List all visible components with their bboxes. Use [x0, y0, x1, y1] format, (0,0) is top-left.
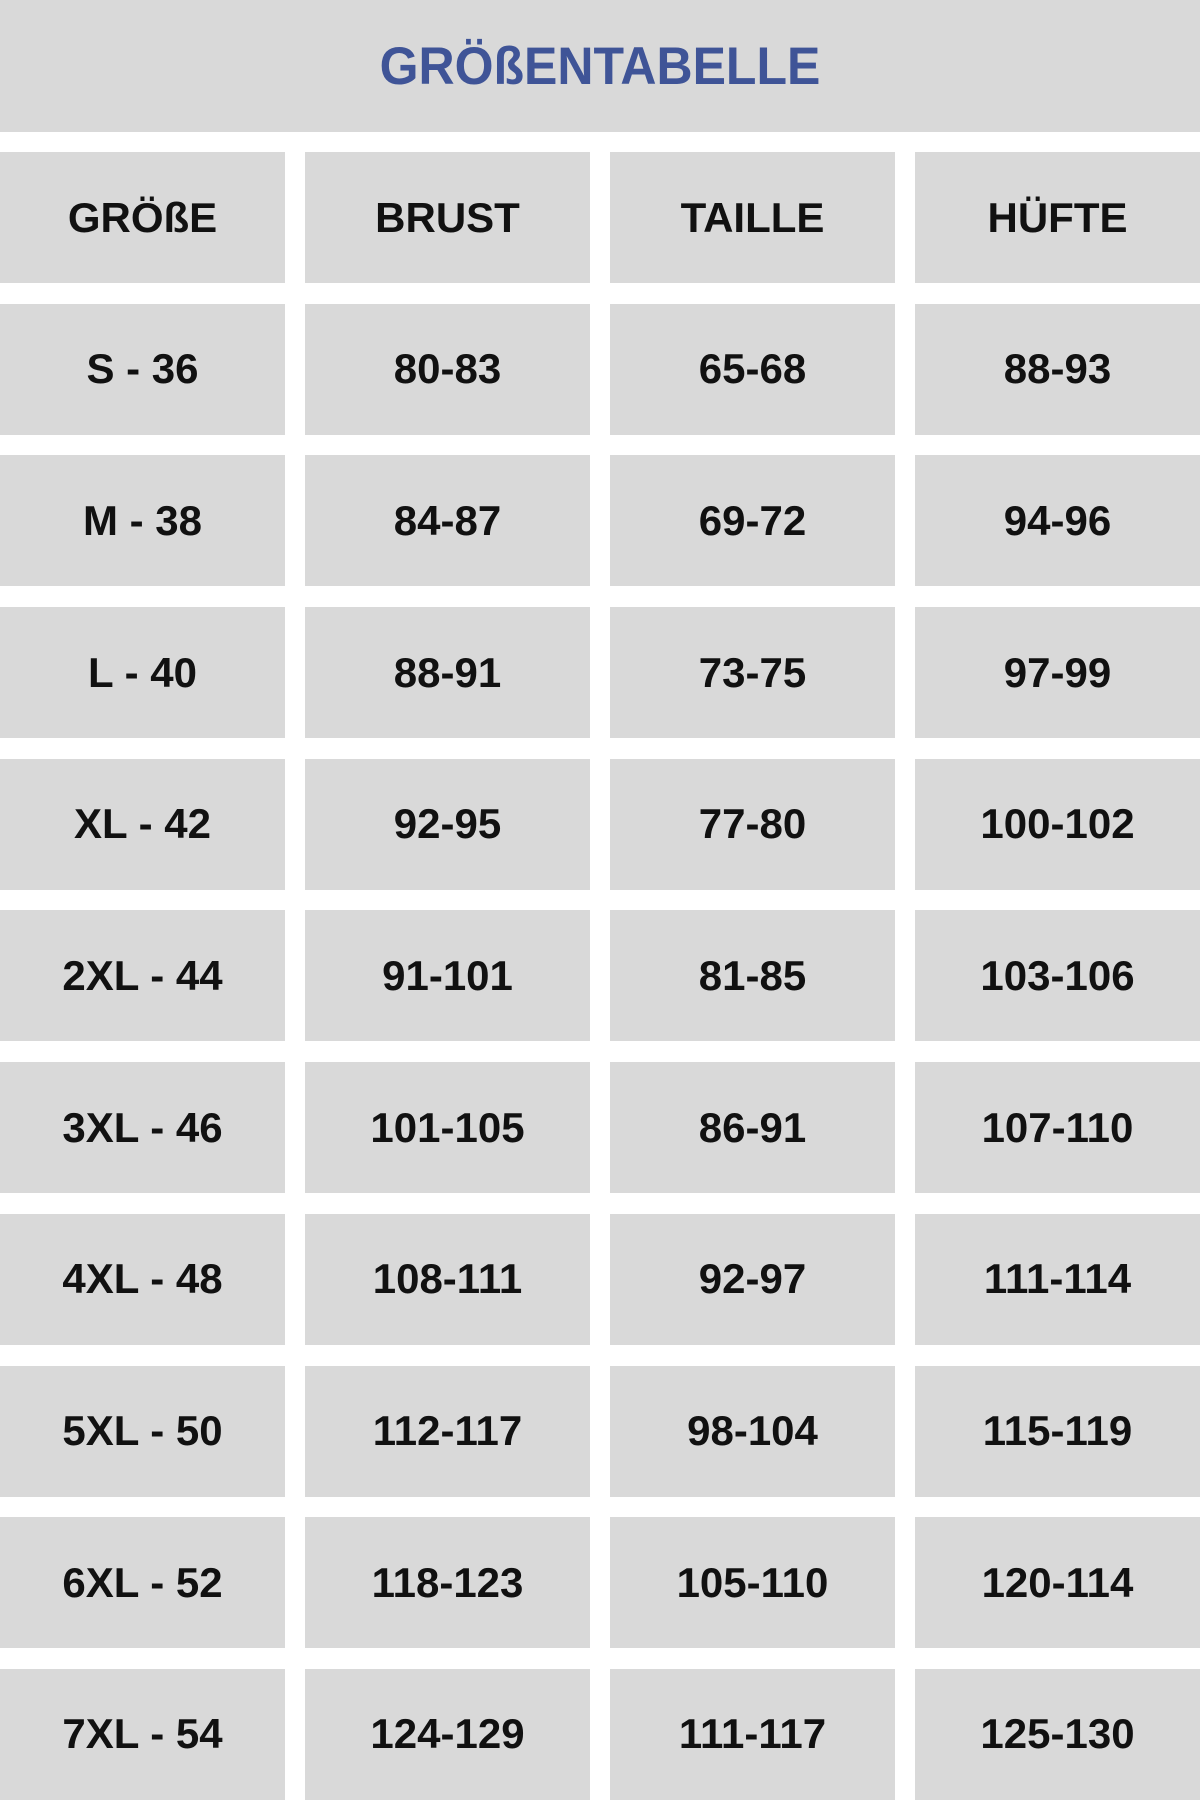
table-cell-chest: 88-91 [305, 607, 590, 739]
page-title: GRÖßENTABELLE [379, 36, 821, 96]
table-cell-chest: 80-83 [305, 303, 590, 435]
table-cell-chest: 124-129 [305, 1668, 590, 1800]
table-cell-waist: 65-68 [610, 303, 895, 435]
header-cell-waist: TAILLE [610, 152, 895, 283]
table-cell-size: 2XL - 44 [0, 910, 285, 1042]
table-cell-size: 5XL - 50 [0, 1365, 285, 1497]
table-cell-hip: 94-96 [915, 455, 1200, 587]
table-cell-chest: 84-87 [305, 455, 590, 587]
table-cell-hip: 88-93 [915, 303, 1200, 435]
table-cell-waist: 86-91 [610, 1062, 895, 1194]
table-cell-waist: 105-110 [610, 1517, 895, 1649]
title-banner: GRÖßENTABELLE [0, 0, 1200, 132]
table-cell-waist: 73-75 [610, 607, 895, 739]
table-cell-size: 6XL - 52 [0, 1517, 285, 1649]
table-cell-waist: 81-85 [610, 910, 895, 1042]
table-cell-hip: 103-106 [915, 910, 1200, 1042]
table-cell-waist: 98-104 [610, 1365, 895, 1497]
table-cell-size: 3XL - 46 [0, 1062, 285, 1194]
table-cell-chest: 91-101 [305, 910, 590, 1042]
table-cell-size: XL - 42 [0, 758, 285, 890]
table-cell-chest: 118-123 [305, 1517, 590, 1649]
size-table: GRÖßE BRUST TAILLE HÜFTE S - 36 80-83 65-68 88-… [0, 152, 1200, 1800]
table-cell-size: L - 40 [0, 607, 285, 739]
table-cell-chest: 92-95 [305, 758, 590, 890]
header-cell-chest: BRUST [305, 152, 590, 283]
table-cell-size: M - 38 [0, 455, 285, 587]
table-cell-chest: 112-117 [305, 1365, 590, 1497]
table-cell-chest: 101-105 [305, 1062, 590, 1194]
table-cell-hip: 100-102 [915, 758, 1200, 890]
table-cell-hip: 107-110 [915, 1062, 1200, 1194]
table-cell-size: 7XL - 54 [0, 1668, 285, 1800]
table-cell-hip: 111-114 [915, 1213, 1200, 1345]
table-cell-hip: 120-114 [915, 1517, 1200, 1649]
table-cell-waist: 77-80 [610, 758, 895, 890]
header-cell-size: GRÖßE [0, 152, 285, 283]
table-cell-waist: 92-97 [610, 1213, 895, 1345]
table-cell-size: S - 36 [0, 303, 285, 435]
table-cell-size: 4XL - 48 [0, 1213, 285, 1345]
table-cell-hip: 115-119 [915, 1365, 1200, 1497]
table-cell-chest: 108-111 [305, 1213, 590, 1345]
header-cell-hip: HÜFTE [915, 152, 1200, 283]
table-cell-waist: 111-117 [610, 1668, 895, 1800]
table-cell-hip: 97-99 [915, 607, 1200, 739]
table-cell-waist: 69-72 [610, 455, 895, 587]
table-cell-hip: 125-130 [915, 1668, 1200, 1800]
